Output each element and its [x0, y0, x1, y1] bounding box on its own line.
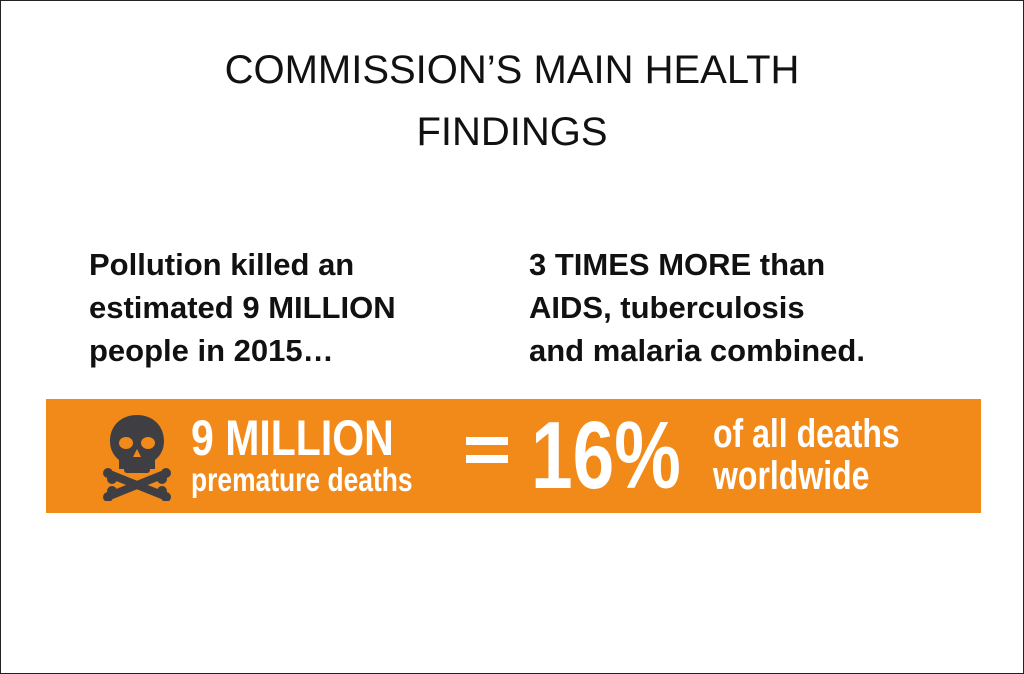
percent-label-line: worldwide: [713, 454, 870, 498]
percent-label-line: of all deaths: [713, 412, 900, 456]
statistic-banner: 9 MILLION premature deaths 16% of all de…: [46, 399, 981, 513]
text-line: 3 TIMES MORE than: [529, 247, 826, 282]
equals-sign: [466, 431, 508, 471]
title-line: COMMISSION’S MAIN HEALTH: [224, 48, 800, 92]
left-finding: Pollution killed an estimated 9 MILLION …: [89, 243, 509, 372]
title-line: FINDINGS: [416, 110, 608, 154]
skull-crossbones-icon: [103, 415, 171, 501]
text-line: people in 2015…: [89, 333, 334, 368]
deaths-label: premature deaths: [191, 461, 413, 498]
deaths-count: 9 MILLION: [191, 410, 394, 466]
right-finding: 3 TIMES MORE than AIDS, tuberculosis and…: [529, 243, 989, 372]
percent-value: 16%: [531, 402, 681, 509]
text-line: Pollution killed an: [89, 247, 355, 282]
text-line: estimated 9 MILLION: [89, 290, 396, 325]
slide-title: COMMISSION’S MAIN HEALTH FINDINGS: [1, 39, 1023, 163]
text-line: and malaria combined.: [529, 333, 865, 368]
text-line: AIDS, tuberculosis: [529, 290, 805, 325]
